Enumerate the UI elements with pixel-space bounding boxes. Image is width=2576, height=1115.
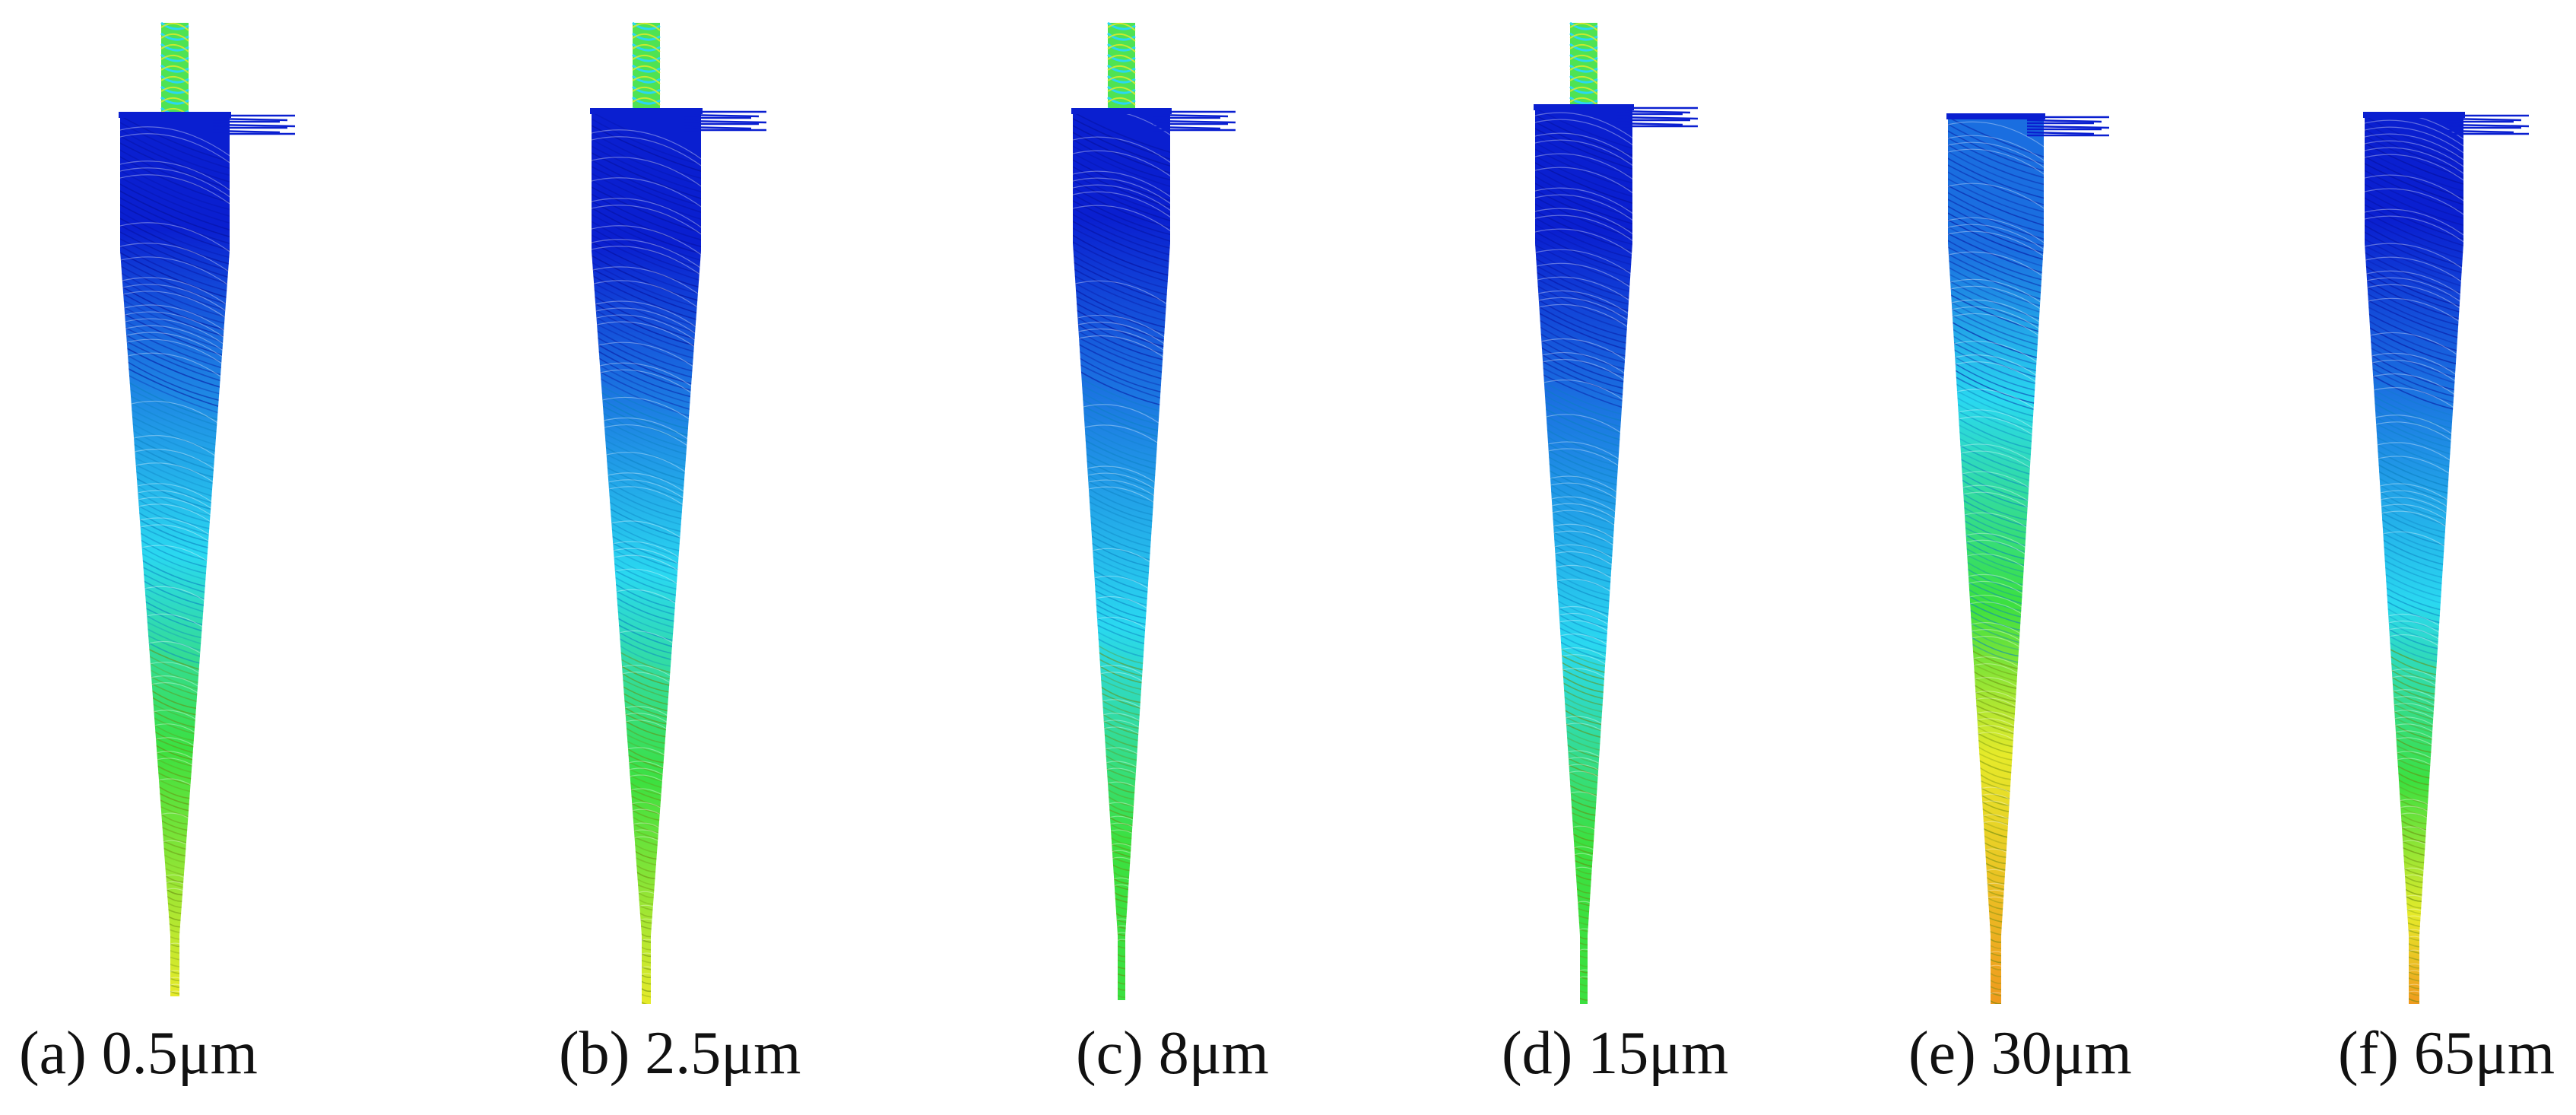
inlet-streamlines (1946, 113, 2110, 137)
panel-caption: (c) 8μm (1076, 1020, 1269, 1087)
inlet-streamlines (1071, 108, 1236, 132)
cyclone-trajectory-graphic (1946, 113, 2110, 1004)
inlet-streamlines (590, 108, 767, 132)
cyclone-body (1073, 110, 1170, 1000)
cyclone-trajectory-graphic (1071, 21, 1236, 1000)
cyclone-body (1535, 106, 1632, 1004)
panel-caption: (d) 15μm (1502, 1020, 1729, 1087)
inlet-streamlines (119, 112, 296, 135)
cyclone-body (592, 110, 701, 1004)
panel-caption: (f) 65μm (2338, 1020, 2555, 1087)
cyclone-trajectory-graphic (2363, 112, 2530, 1004)
inlet-streamlines (2363, 112, 2530, 135)
cyclone-trajectory-graphic (590, 21, 767, 1004)
inlet-streamlines (1534, 104, 1699, 128)
cyclone-body (2365, 114, 2463, 1004)
panel-f: (f) 65μm (2148, 0, 2576, 1115)
trajectory-streaks (1073, 110, 1170, 999)
panel-d: (d) 15μm (1289, 0, 1728, 1115)
panel-b: (b) 2.5μm (430, 0, 859, 1115)
trajectory-streaks (592, 110, 701, 1004)
panel-c: (c) 8μm (859, 0, 1289, 1115)
panel-a: (a) 0.5μm (0, 0, 430, 1115)
cyclone-body (120, 114, 230, 996)
panel-caption: (b) 2.5μm (559, 1020, 801, 1087)
cyclone-trajectory-graphic (119, 21, 296, 996)
panel-caption: (e) 30μm (1908, 1020, 2132, 1087)
cyclone-trajectory-graphic (1534, 21, 1699, 1004)
panel-caption: (a) 0.5μm (19, 1020, 258, 1087)
trajectory-streaks (2365, 114, 2463, 1002)
cyclone-body (1948, 116, 2044, 1004)
panel-e: (e) 30μm (1718, 0, 2148, 1115)
